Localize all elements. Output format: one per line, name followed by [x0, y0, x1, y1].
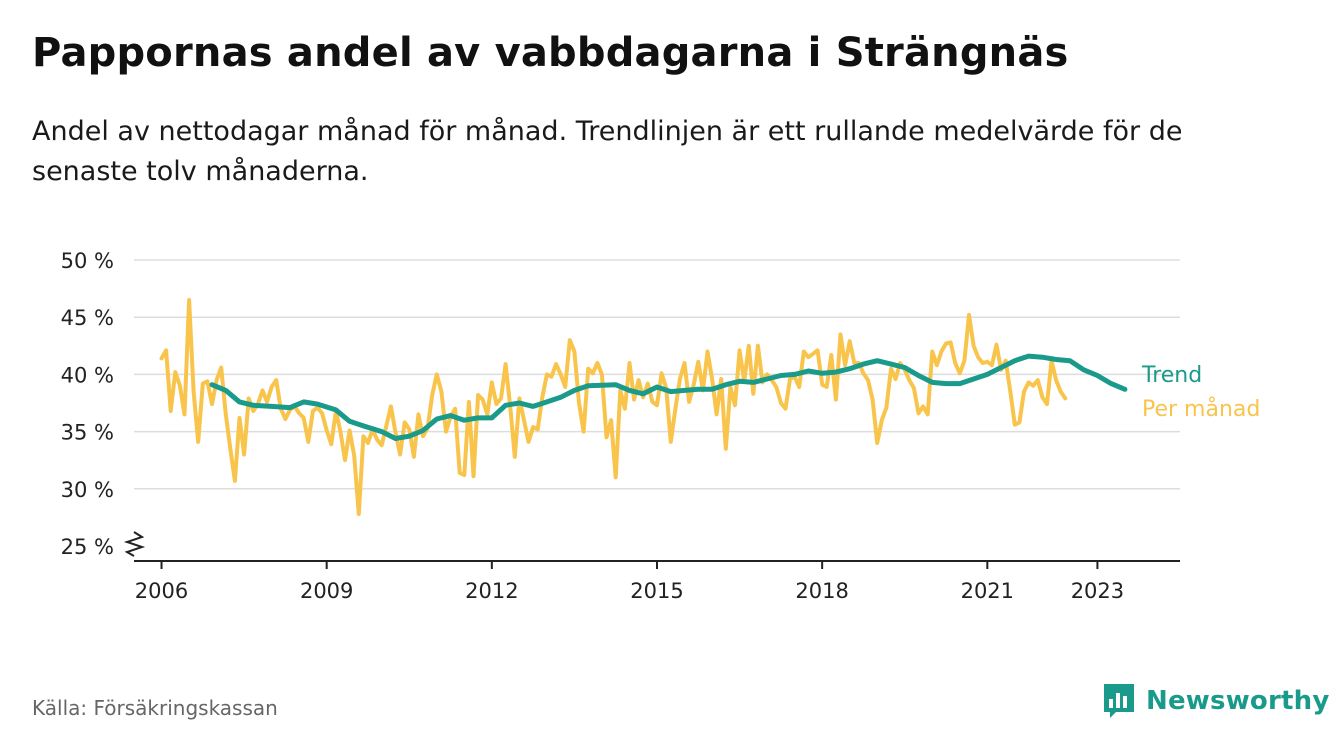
trend-label: Trend — [1141, 363, 1202, 388]
y-tick-label: 35 % — [61, 421, 114, 445]
trend-line — [209, 353, 1128, 441]
y-axis-tick-labels: 25 % 30 % 35 % 40 % 45 % 50 % — [61, 249, 114, 559]
x-axis-ticks: 2006 2009 2012 2015 2018 2021 2023 — [135, 561, 1124, 603]
y-tick-label: 50 % — [61, 249, 114, 273]
x-tick-label: 2012 — [465, 579, 518, 603]
y-tick-label: 25 % — [61, 535, 114, 559]
brand-name: Newsworthy — [1146, 686, 1330, 716]
x-tick-label: 2023 — [1071, 579, 1124, 603]
y-axis-break-icon — [123, 531, 146, 557]
x-tick-label: 2021 — [961, 579, 1014, 603]
source-note: Källa: Försäkringskassan — [32, 696, 278, 720]
bar-chart-icon — [1104, 684, 1134, 718]
newsworthy-logo: Newsworthy — [1102, 682, 1329, 720]
line-chart: 25 % 30 % 35 % 40 % 45 % 50 % 2006 2009 2012 201… — [61, 249, 1261, 603]
series-lines — [159, 298, 1128, 516]
y-tick-label: 45 % — [61, 306, 114, 330]
monthly-label: Per månad — [1142, 396, 1260, 422]
gridlines — [134, 259, 1180, 490]
monthly-line — [159, 298, 1068, 516]
series-labels: Trend Per månad — [1141, 363, 1260, 422]
y-tick-label: 40 % — [61, 363, 114, 387]
x-tick-label: 2018 — [795, 579, 848, 603]
chart-title: Pappornas andel av vabbdagarna i Strängn… — [32, 30, 1069, 76]
y-tick-label: 30 % — [61, 478, 114, 502]
x-tick-label: 2009 — [300, 579, 353, 603]
x-tick-label: 2015 — [630, 579, 683, 603]
chart-subtitle: Andel av nettodagar månad för månad. Tre… — [32, 116, 1183, 187]
x-tick-label: 2006 — [135, 579, 188, 603]
